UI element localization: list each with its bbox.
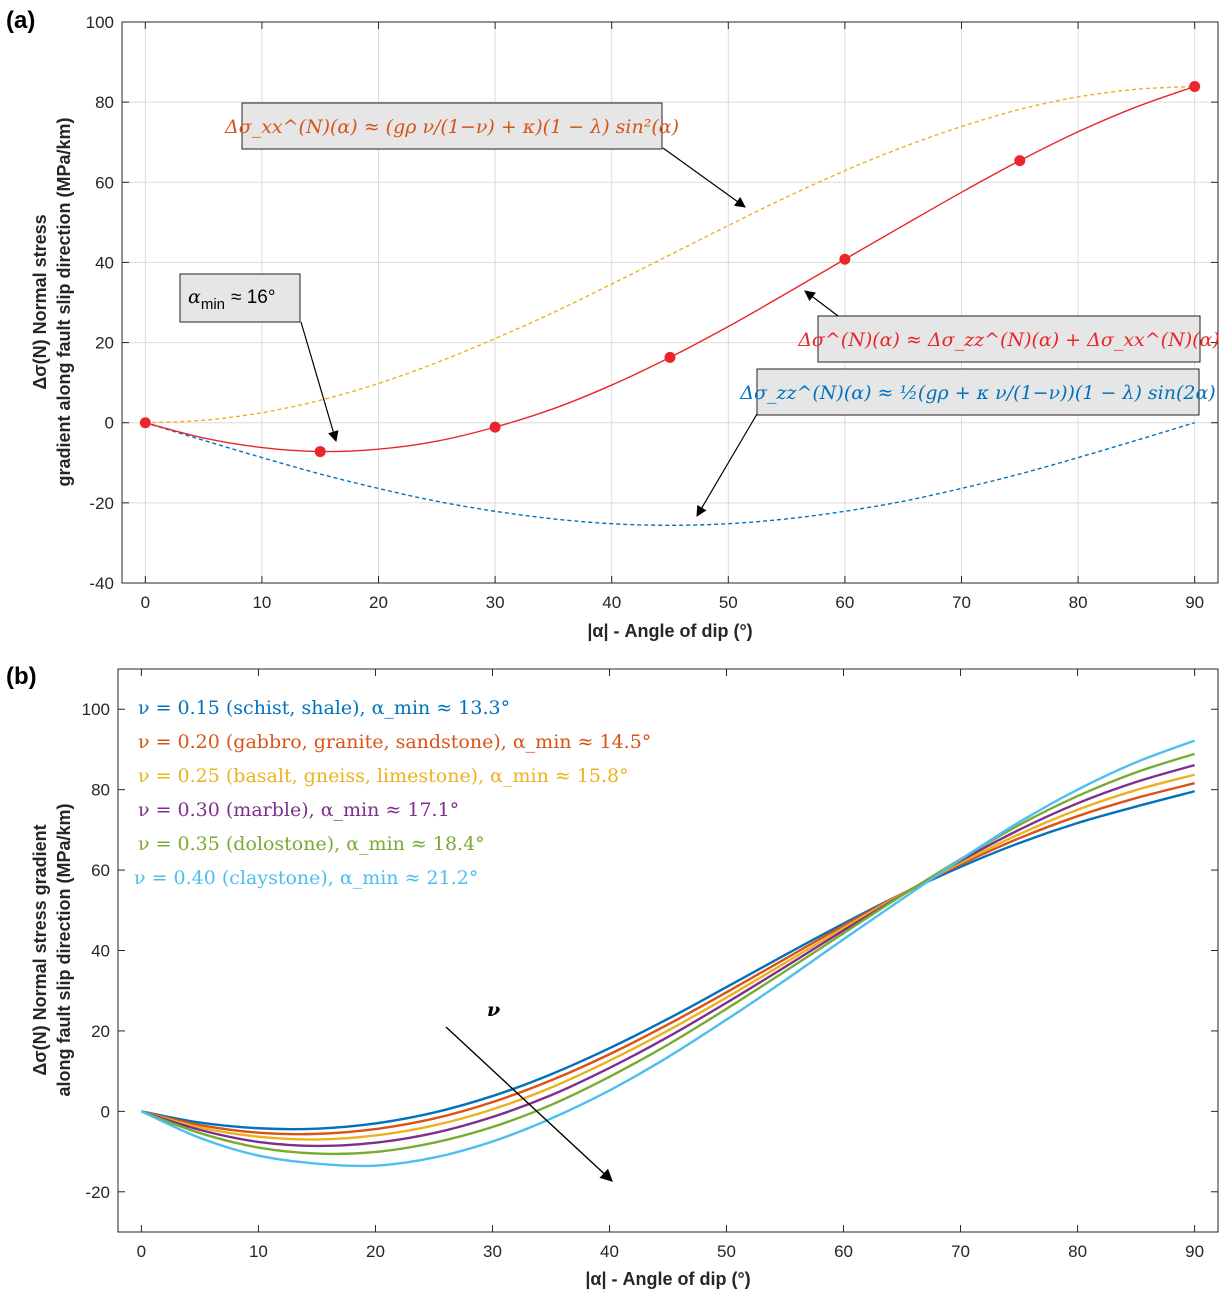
y-tick-label: 20 xyxy=(95,334,114,353)
xx-annotation-box xyxy=(241,102,663,150)
x-tick-label: 60 xyxy=(834,1242,853,1261)
alpha-min-value: ≈ 16° xyxy=(231,287,275,308)
panel-a-label: (a) xyxy=(6,7,35,34)
zz-annotation-arrow xyxy=(696,413,758,517)
y-tick-label: 20 xyxy=(91,1022,110,1041)
alpha-min-annotation-text: αmin ≈ 16° xyxy=(188,286,275,313)
series-line-zz xyxy=(145,422,1195,526)
panel-b-series xyxy=(140,739,1196,1168)
zz-annotation-text: Δσ_zz^(N)(α) ≈ ½(gρ + κ ν/(1−ν))(1 − λ) … xyxy=(739,382,1215,404)
x-tick-label: 30 xyxy=(483,1242,502,1261)
x-tick-label: 40 xyxy=(602,593,621,612)
y-tick-label: 100 xyxy=(82,700,110,719)
x-tick-label: 10 xyxy=(252,593,271,612)
data-point-marker xyxy=(839,253,851,265)
data-point-marker xyxy=(489,421,501,433)
x-tick-label: 70 xyxy=(952,593,971,612)
x-tick-label: 20 xyxy=(366,1242,385,1261)
y-tick-label: 60 xyxy=(91,861,110,880)
legend-entry: ν = 0.30 (marble), α_min ≈ 17.1° xyxy=(138,799,459,821)
panel-b-ticks: 0 10 20 30 40 50 60 70 80 90 -20 0 20 40 60 80 100 xyxy=(82,669,1218,1261)
alpha-min-annotation-arrow xyxy=(300,321,339,443)
series-line-nu-0.2 xyxy=(141,782,1195,1136)
x-tick-label: 0 xyxy=(137,1242,146,1261)
series-line-nu-0.4 xyxy=(140,739,1196,1168)
x-tick-label: 90 xyxy=(1185,1242,1204,1261)
x-tick-label: 60 xyxy=(835,593,854,612)
x-tick-label: 0 xyxy=(141,593,150,612)
nu-trend-arrow xyxy=(445,1026,613,1182)
y-tick-label: -40 xyxy=(89,574,114,593)
panel-b: (b) 0 10 20 30 40 50 60 70 80 90 -20 0 20 40 60 80 100 |… xyxy=(6,663,1219,1289)
panel-b-label: (b) xyxy=(6,663,37,690)
total-annotation-box xyxy=(817,315,1201,363)
data-point-marker xyxy=(1189,81,1201,93)
y-tick-label: 80 xyxy=(95,93,114,112)
panel-a-plot-frame xyxy=(121,21,1219,584)
panel-a-ticks: 0 10 20 30 40 50 60 70 80 90 -40 -20 0 20 40 60 80 100 xyxy=(86,13,1218,612)
x-tick-label: 80 xyxy=(1068,1242,1087,1261)
x-tick-label: 80 xyxy=(1069,593,1088,612)
data-point-marker xyxy=(314,446,326,458)
y-tick-label: 40 xyxy=(95,253,114,272)
panel-b-y-axis-label-line2: along fault slip direction (MPa/km) xyxy=(54,803,74,1096)
y-tick-label: -20 xyxy=(89,494,114,513)
series-line-nu-0.15 xyxy=(141,790,1195,1131)
series-line-xx xyxy=(145,85,1195,424)
data-point-marker xyxy=(664,351,676,363)
zz-annotation-box xyxy=(756,368,1200,416)
panel-b-legend: ν = 0.15 (schist, shale), α_min ≈ 13.3° ν… xyxy=(134,697,651,889)
nu-arrow-label: ν xyxy=(487,999,500,1021)
legend-entry: ν = 0.35 (dolostone), α_min ≈ 18.4° xyxy=(138,833,485,855)
legend-entry: ν = 0.15 (schist, shale), α_min ≈ 13.3° xyxy=(138,697,510,719)
alpha-min-subscript: min xyxy=(201,296,225,313)
panel-a-y-axis-label-line2: gradient along fault slip direction (MPa… xyxy=(54,117,74,486)
panel-b-plot-frame xyxy=(117,668,1219,1233)
y-tick-label: 0 xyxy=(105,414,114,433)
xx-annotation-text: Δσ_xx^(N)(α) ≈ (gρ ν/(1−ν) + κ)(1 − λ) s… xyxy=(224,116,679,138)
panel-b-x-axis-label: |α| - Angle of dip (°) xyxy=(585,1269,750,1289)
y-tick-label: 60 xyxy=(95,173,114,192)
x-tick-label: 70 xyxy=(951,1242,970,1261)
panel-b-y-axis-label-line1: Δσ(N) Normal stress gradient xyxy=(30,824,50,1075)
x-tick-label: 50 xyxy=(717,1242,736,1261)
series-line-nu-0.35 xyxy=(140,752,1195,1156)
y-tick-label: 100 xyxy=(86,13,114,32)
panel-a-series xyxy=(139,81,1201,526)
y-tick-label: 80 xyxy=(91,781,110,800)
y-tick-label: 40 xyxy=(91,942,110,961)
x-tick-label: 90 xyxy=(1185,593,1204,612)
x-tick-label: 10 xyxy=(249,1242,268,1261)
panel-a-x-axis-label: |α| - Angle of dip (°) xyxy=(587,621,752,641)
panel-a: (a) 0 10 20 30 40 50 60 70 80 90 -40 -20 0 20 40 60 80 10… xyxy=(6,7,1220,641)
data-point-marker xyxy=(1014,155,1026,167)
y-tick-label: -20 xyxy=(85,1183,110,1202)
total-annotation-text: Δσ^(N)(α) ≈ Δσ_zz^(N)(α) + Δσ_xx^(N)(α) xyxy=(797,329,1220,351)
series-line-nu-0.3 xyxy=(141,763,1195,1148)
data-point-marker xyxy=(139,417,151,429)
panel-a-y-axis-label-line1: Δσ(N) Normal stress xyxy=(30,214,50,389)
alpha-min-symbol: α xyxy=(188,286,201,308)
xx-annotation-arrow xyxy=(662,147,746,208)
x-tick-label: 30 xyxy=(486,593,505,612)
x-tick-label: 40 xyxy=(600,1242,619,1261)
legend-entry: ν = 0.25 (basalt, gneiss, limestone), α_… xyxy=(138,765,629,787)
series-line-nu-0.25 xyxy=(141,773,1195,1141)
x-tick-label: 20 xyxy=(369,593,388,612)
y-tick-label: 0 xyxy=(101,1102,110,1121)
alpha-min-annotation-box xyxy=(179,273,301,323)
x-tick-label: 50 xyxy=(719,593,738,612)
legend-entry: ν = 0.20 (gabbro, granite, sandstone), α… xyxy=(138,731,651,753)
legend-entry: ν = 0.40 (claystone), α_min ≈ 21.2° xyxy=(134,867,478,889)
total-annotation-arrow xyxy=(804,290,839,317)
